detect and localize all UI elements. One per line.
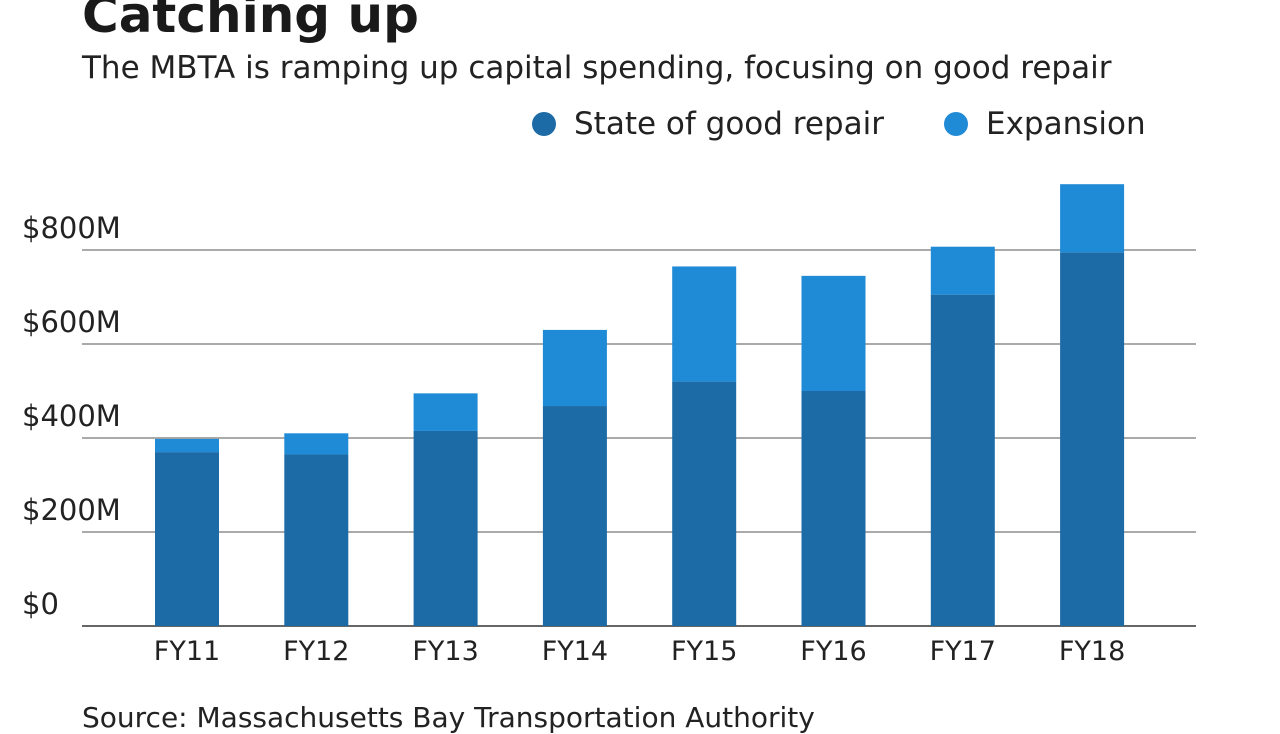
bar-state-of-good-repair: [155, 452, 219, 626]
bar-state-of-good-repair: [413, 430, 478, 626]
bar-state-of-good-repair: [930, 294, 995, 626]
bar-state-of-good-repair: [672, 381, 737, 626]
source-note: Source: Massachusetts Bay Transportation…: [82, 701, 815, 734]
x-tick-label: FY13: [412, 636, 478, 667]
x-tick-label: FY15: [671, 636, 737, 667]
x-tick-label: FY14: [542, 636, 608, 667]
bar-expansion: [542, 329, 607, 407]
legend-item-state-of-good-repair: State of good repair: [532, 104, 884, 144]
x-tick-label: FY12: [283, 636, 349, 667]
x-tick-label: FY17: [930, 636, 996, 667]
x-tick-label: FY18: [1059, 636, 1125, 667]
x-tick-label: FY16: [800, 636, 866, 667]
legend-label-state-of-good-repair: State of good repair: [574, 106, 884, 142]
y-tick-label: $400M: [22, 399, 121, 433]
y-tick-label: $0: [22, 587, 59, 621]
y-tick-label: $600M: [22, 305, 121, 339]
bar-expansion: [413, 393, 478, 431]
bar-state-of-good-repair: [1060, 252, 1125, 626]
bar-expansion: [1060, 184, 1125, 253]
bar-state-of-good-repair: [284, 454, 349, 626]
legend-item-expansion: Expansion: [944, 104, 1146, 144]
legend-label-expansion: Expansion: [986, 106, 1146, 142]
bar-expansion: [284, 433, 349, 455]
y-tick-label: $800M: [22, 211, 121, 245]
chart-subtitle: The MBTA is ramping up capital spending,…: [82, 50, 1112, 86]
legend-swatch-expansion: [944, 112, 968, 136]
legend-swatch-state-of-good-repair: [532, 112, 556, 136]
bar-state-of-good-repair: [801, 391, 866, 626]
bar-expansion: [155, 438, 219, 453]
bar-expansion: [672, 266, 737, 382]
bar-expansion: [930, 246, 995, 295]
bar-expansion: [801, 275, 866, 391]
x-tick-label: FY11: [154, 636, 220, 667]
bar-state-of-good-repair: [542, 406, 607, 626]
y-tick-label: $200M: [22, 493, 121, 527]
chart-title: Catching up: [82, 0, 419, 44]
